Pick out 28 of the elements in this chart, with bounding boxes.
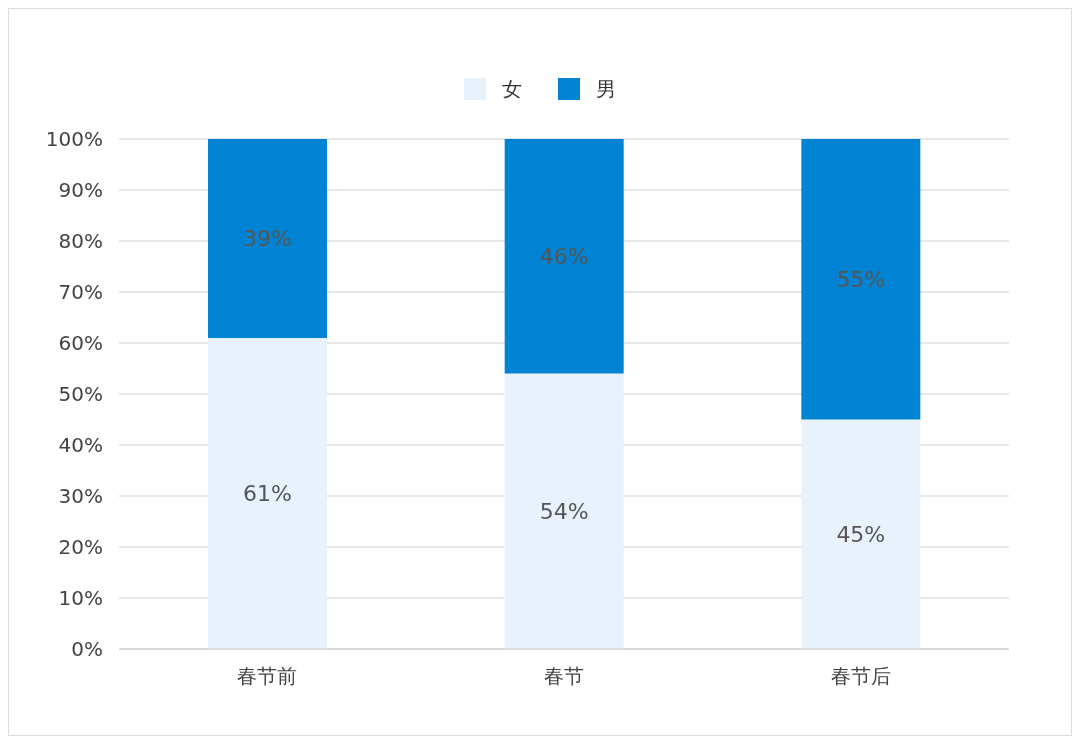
y-tick-label: 100% <box>45 127 103 152</box>
x-tick-label: 春节后 <box>830 664 891 689</box>
bar <box>504 139 624 374</box>
x-tick-label: 春节前 <box>237 664 298 689</box>
data-label: 46% <box>539 243 589 269</box>
data-label: 55% <box>836 266 886 292</box>
y-tick-label: 60% <box>58 331 103 356</box>
bar <box>208 337 327 649</box>
data-label: 45% <box>836 521 886 547</box>
y-tick-label: 0% <box>71 637 103 662</box>
bar <box>208 139 327 338</box>
y-tick-label: 70% <box>58 280 103 305</box>
bar <box>504 373 624 649</box>
y-tick-label: 50% <box>58 382 103 407</box>
legend-label: 女 <box>502 75 522 103</box>
y-tick-label: 40% <box>58 433 103 458</box>
y-tick-label: 90% <box>58 178 103 203</box>
y-tick-label: 80% <box>58 229 103 254</box>
y-tick-label: 20% <box>58 535 103 560</box>
data-label: 54% <box>539 498 589 524</box>
legend-label: 男 <box>596 75 616 103</box>
y-tick-label: 30% <box>58 484 103 509</box>
x-tick-label: 春节 <box>544 664 584 689</box>
data-label: 61% <box>243 480 292 506</box>
bar <box>801 419 921 649</box>
y-tick-label: 10% <box>58 586 103 611</box>
data-label: 39% <box>243 225 292 251</box>
bar <box>801 139 921 420</box>
